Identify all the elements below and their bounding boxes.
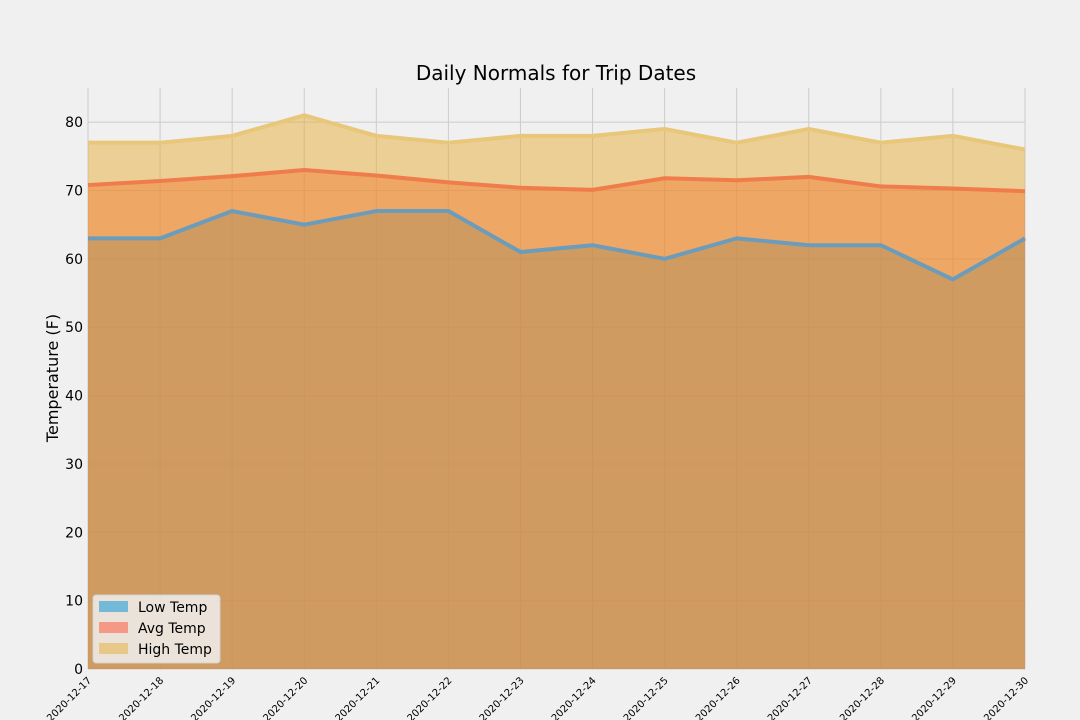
x-tick-label: 2020-12-24 <box>550 675 599 720</box>
y-tick-label: 10 <box>65 594 83 610</box>
chart-title: Daily Normals for Trip Dates <box>416 61 696 85</box>
y-tick-label: 0 <box>74 662 83 678</box>
legend-label: High Temp <box>138 642 212 658</box>
area-series <box>87 113 1026 670</box>
y-tick-label: 50 <box>65 320 83 336</box>
y-tick-label: 60 <box>65 252 83 268</box>
legend-swatch <box>99 601 128 612</box>
y-tick-label: 20 <box>65 525 83 541</box>
legend-label: Low Temp <box>138 600 207 616</box>
x-tick-label: 2020-12-30 <box>982 675 1031 720</box>
x-tick-label: 2020-12-20 <box>261 675 310 720</box>
x-tick-label: 2020-12-18 <box>117 675 166 720</box>
x-tick-label: 2020-12-17 <box>45 675 94 720</box>
x-tick-label: 2020-12-19 <box>189 675 238 720</box>
legend-label: Avg Temp <box>138 621 206 637</box>
line-high-temp <box>88 113 1026 152</box>
legend-swatch <box>99 643 128 654</box>
x-tick-label: 2020-12-29 <box>910 675 959 720</box>
y-tick-label: 80 <box>65 115 83 131</box>
y-tick-label: 70 <box>65 184 83 200</box>
x-tick-label: 2020-12-22 <box>406 675 455 720</box>
legend-swatch <box>99 622 128 633</box>
legend: Low Temp Avg Temp High Temp <box>92 594 221 664</box>
y-tick-label: 30 <box>65 457 83 473</box>
x-tick-label: 2020-12-21 <box>334 675 383 720</box>
x-tick-label: 2020-12-28 <box>838 675 887 720</box>
x-tick-label: 2020-12-25 <box>622 675 671 720</box>
y-tick-label: 40 <box>65 389 83 405</box>
x-axis-ticks: 2020-12-17 2020-12-18 2020-12-19 2020-12-20… <box>45 675 1031 720</box>
y-axis-ticks: 0 10 20 30 40 50 60 70 80 <box>65 115 83 678</box>
line-avg-temp <box>87 168 1026 194</box>
x-tick-label: 2020-12-23 <box>478 675 527 720</box>
x-tick-label: 2020-12-26 <box>694 675 743 720</box>
line-low-temp <box>88 209 1026 282</box>
y-axis-label: Temperature (F) <box>43 314 62 443</box>
x-tick-label: 2020-12-27 <box>766 675 815 720</box>
area-high-temp <box>88 115 1025 670</box>
